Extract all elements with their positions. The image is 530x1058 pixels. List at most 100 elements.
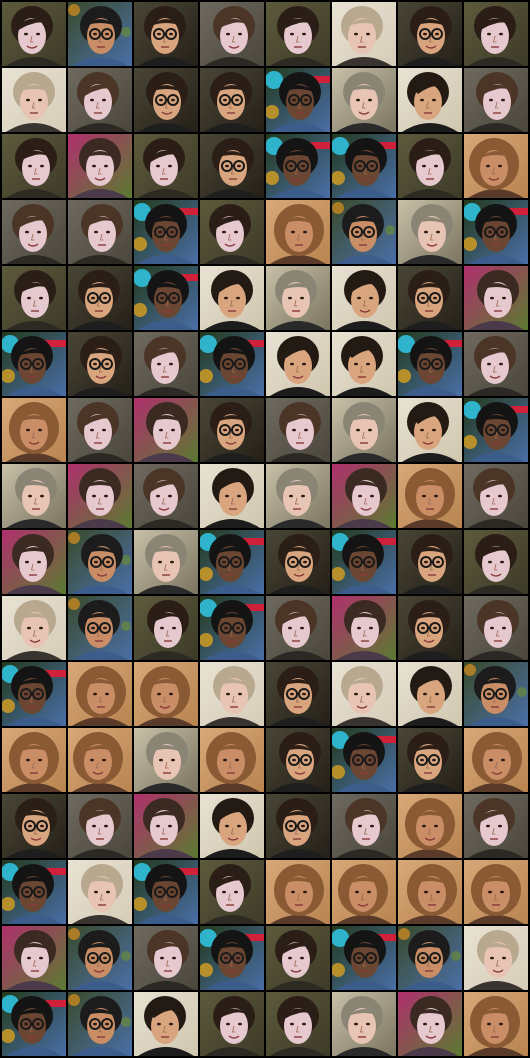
face-image bbox=[266, 794, 330, 858]
face-image bbox=[332, 332, 396, 396]
face-tile bbox=[68, 464, 132, 528]
face-image bbox=[134, 2, 198, 66]
face-image bbox=[464, 2, 528, 66]
face-image bbox=[332, 662, 396, 726]
face-tile bbox=[134, 992, 198, 1056]
face-image bbox=[200, 398, 264, 462]
face-image bbox=[2, 926, 66, 990]
face-image bbox=[2, 134, 66, 198]
face-image bbox=[134, 530, 198, 594]
face-image bbox=[464, 728, 528, 792]
face-image bbox=[134, 728, 198, 792]
face-image bbox=[266, 662, 330, 726]
face-tile bbox=[200, 134, 264, 198]
face-image bbox=[134, 662, 198, 726]
face-image bbox=[68, 596, 132, 660]
face-image bbox=[200, 596, 264, 660]
face-image bbox=[2, 398, 66, 462]
face-tile bbox=[464, 860, 528, 924]
face-tile bbox=[2, 728, 66, 792]
face-image bbox=[68, 200, 132, 264]
face-tile bbox=[2, 860, 66, 924]
face-image bbox=[200, 794, 264, 858]
face-tile bbox=[332, 794, 396, 858]
face-tile bbox=[266, 860, 330, 924]
face-tile bbox=[68, 398, 132, 462]
face-image bbox=[332, 596, 396, 660]
face-image bbox=[200, 662, 264, 726]
face-tile bbox=[200, 530, 264, 594]
face-image bbox=[332, 860, 396, 924]
face-image bbox=[464, 464, 528, 528]
face-image bbox=[68, 332, 132, 396]
face-tile bbox=[200, 794, 264, 858]
face-tile bbox=[2, 926, 66, 990]
face-tile bbox=[134, 332, 198, 396]
face-tile bbox=[398, 860, 462, 924]
face-tile bbox=[134, 530, 198, 594]
face-image bbox=[200, 266, 264, 330]
face-image bbox=[332, 2, 396, 66]
face-tile bbox=[68, 992, 132, 1056]
face-image bbox=[266, 332, 330, 396]
face-tile bbox=[464, 992, 528, 1056]
face-image bbox=[134, 200, 198, 264]
face-tile bbox=[332, 860, 396, 924]
face-tile bbox=[134, 134, 198, 198]
face-image bbox=[266, 992, 330, 1056]
face-image bbox=[398, 464, 462, 528]
face-tile bbox=[68, 860, 132, 924]
face-tile bbox=[200, 596, 264, 660]
face-image bbox=[134, 464, 198, 528]
face-image bbox=[398, 992, 462, 1056]
face-image bbox=[68, 530, 132, 594]
face-image bbox=[398, 860, 462, 924]
face-image bbox=[332, 68, 396, 132]
face-image bbox=[68, 860, 132, 924]
face-tile bbox=[2, 266, 66, 330]
face-tile bbox=[134, 464, 198, 528]
face-image bbox=[464, 530, 528, 594]
face-tile bbox=[2, 662, 66, 726]
face-tile bbox=[332, 728, 396, 792]
face-image bbox=[398, 662, 462, 726]
face-image bbox=[398, 728, 462, 792]
face-tile bbox=[68, 332, 132, 396]
face-tile bbox=[200, 2, 264, 66]
face-image bbox=[332, 794, 396, 858]
face-tile bbox=[332, 992, 396, 1056]
face-image bbox=[68, 992, 132, 1056]
face-image bbox=[332, 728, 396, 792]
face-tile bbox=[398, 596, 462, 660]
face-tile bbox=[134, 266, 198, 330]
face-image bbox=[134, 860, 198, 924]
face-image bbox=[266, 860, 330, 924]
face-tile bbox=[398, 530, 462, 594]
face-tile bbox=[464, 728, 528, 792]
face-tile bbox=[398, 68, 462, 132]
face-tile bbox=[200, 728, 264, 792]
face-tile bbox=[266, 992, 330, 1056]
face-image bbox=[398, 2, 462, 66]
face-tile bbox=[68, 794, 132, 858]
face-image bbox=[134, 266, 198, 330]
face-tile bbox=[2, 992, 66, 1056]
face-image bbox=[464, 200, 528, 264]
face-tile bbox=[2, 398, 66, 462]
face-image bbox=[266, 596, 330, 660]
face-image bbox=[2, 530, 66, 594]
face-tile bbox=[2, 332, 66, 396]
face-tile bbox=[2, 530, 66, 594]
face-tile bbox=[332, 200, 396, 264]
face-tile bbox=[464, 134, 528, 198]
face-tile bbox=[200, 662, 264, 726]
face-image bbox=[2, 68, 66, 132]
face-image bbox=[464, 992, 528, 1056]
face-image bbox=[464, 596, 528, 660]
face-tile bbox=[398, 926, 462, 990]
face-tile bbox=[68, 596, 132, 660]
face-image bbox=[332, 134, 396, 198]
face-image bbox=[266, 728, 330, 792]
face-image bbox=[200, 464, 264, 528]
